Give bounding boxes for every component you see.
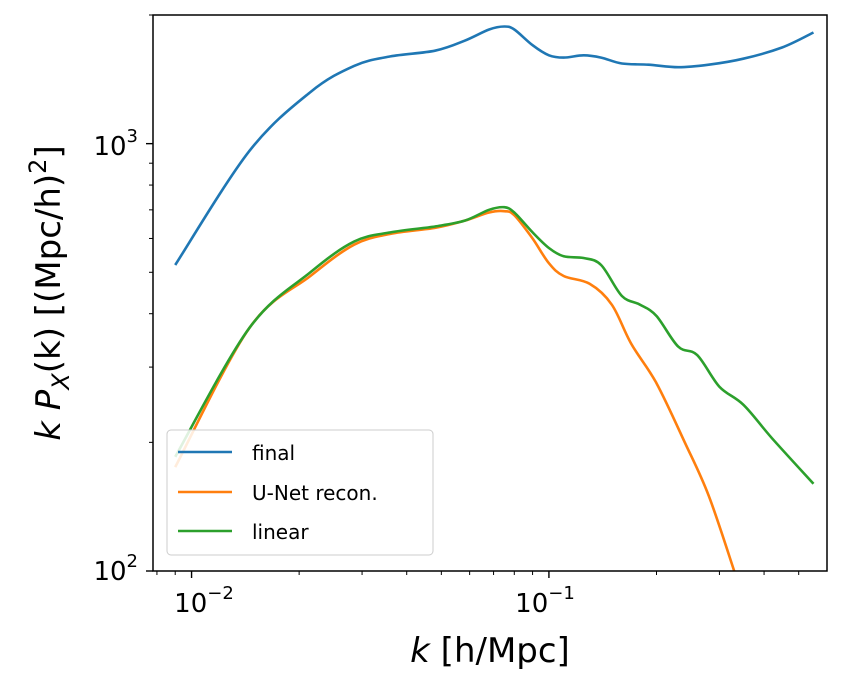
legend-label-unet: U-Net recon. <box>252 481 378 505</box>
series-layer <box>174 25 815 571</box>
series-line-u-net-recon <box>174 209 736 571</box>
plot-frame <box>152 14 828 572</box>
x-tick-label-1: 10−1 <box>515 583 575 619</box>
y-tick-label-1: 103 <box>93 126 138 162</box>
legend-label-final: final <box>252 441 295 465</box>
series-line-linear <box>174 205 815 485</box>
legend-label-linear: linear <box>252 520 309 544</box>
y-tick-label-0: 102 <box>93 551 138 587</box>
y-axis-label: k PX(k) [(Mpc/h)2] <box>24 145 75 440</box>
major-ticks <box>146 142 550 578</box>
legend: final U-Net recon. linear <box>166 429 434 556</box>
x-axis-label: k [h/Mpc] <box>410 631 570 671</box>
x-tick-label-0: 10−2 <box>174 583 234 619</box>
legend-box <box>166 429 434 556</box>
series-line-final <box>174 25 815 266</box>
